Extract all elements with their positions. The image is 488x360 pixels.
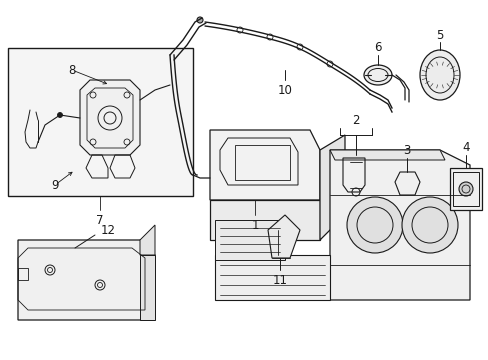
Text: 7: 7: [96, 213, 103, 226]
Polygon shape: [209, 200, 319, 240]
Text: 12: 12: [101, 224, 115, 237]
Bar: [449, 168, 481, 210]
Circle shape: [58, 113, 62, 117]
Circle shape: [346, 197, 402, 253]
Text: 6: 6: [373, 41, 381, 54]
Bar: [8, 48, 193, 196]
Ellipse shape: [363, 65, 391, 85]
Text: 9: 9: [51, 179, 59, 192]
Circle shape: [197, 17, 203, 23]
Text: 5: 5: [435, 28, 443, 41]
Polygon shape: [140, 225, 155, 255]
Ellipse shape: [419, 50, 459, 100]
Polygon shape: [267, 215, 299, 258]
Polygon shape: [18, 240, 155, 320]
Polygon shape: [329, 150, 444, 160]
Polygon shape: [215, 220, 285, 260]
Text: 11: 11: [272, 274, 287, 287]
Text: 10: 10: [277, 84, 292, 96]
Bar: [452, 172, 478, 206]
Text: 3: 3: [403, 144, 410, 157]
Polygon shape: [215, 255, 329, 300]
Polygon shape: [140, 255, 155, 320]
Polygon shape: [329, 150, 469, 300]
Bar: [235, 145, 289, 180]
Text: 4: 4: [461, 140, 469, 153]
Polygon shape: [80, 80, 140, 155]
Text: 8: 8: [68, 63, 76, 77]
Polygon shape: [319, 135, 345, 240]
Circle shape: [458, 182, 472, 196]
Polygon shape: [209, 130, 319, 200]
Text: 2: 2: [351, 113, 359, 126]
Circle shape: [401, 197, 457, 253]
Text: 1: 1: [251, 219, 258, 231]
